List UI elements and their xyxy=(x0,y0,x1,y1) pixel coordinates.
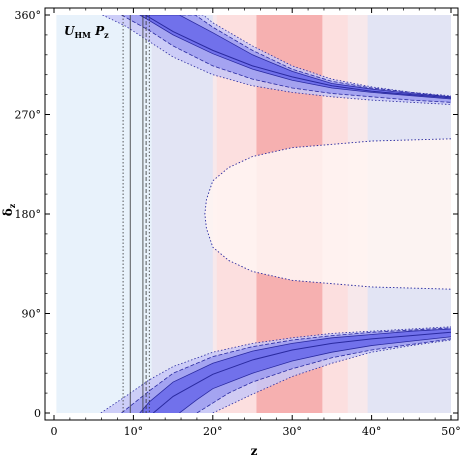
y-tick-label: 0 xyxy=(34,407,41,420)
x-tick-label: 20° xyxy=(203,425,223,438)
panel-label-text: U xyxy=(64,24,76,38)
upper-band-edge xyxy=(139,15,451,100)
x-tick-label: 50° xyxy=(441,425,461,438)
upper-band-edge xyxy=(139,15,451,98)
panel-label-subscript: HM xyxy=(74,30,91,40)
upper-band-edge xyxy=(139,15,451,98)
panel-label-subscript: z xyxy=(104,30,109,40)
y-axis-label: δz xyxy=(1,203,17,216)
y-tick-label: 90° xyxy=(22,308,42,321)
plot-contents xyxy=(45,15,451,413)
panel-label: UHM Pz xyxy=(64,24,109,40)
lower-band-1sigma xyxy=(139,328,451,413)
lower-band-edge xyxy=(196,338,451,413)
x-tick-label: 30° xyxy=(282,425,302,438)
panel-label-text: P xyxy=(91,24,105,38)
y-axis-label-text: δ xyxy=(1,208,15,216)
lower-band-edge xyxy=(100,326,451,413)
x-axis-label: z xyxy=(251,444,258,458)
x-tick-label: 10° xyxy=(124,425,144,438)
lower-central-curve xyxy=(152,331,451,413)
lower-band-edge xyxy=(179,336,451,413)
y-tick-label: 270° xyxy=(15,109,42,122)
x-tick-label: 0 xyxy=(51,425,58,438)
plot-area xyxy=(45,15,451,413)
upper-central-curve xyxy=(145,15,451,99)
lower-band-edge xyxy=(121,327,451,413)
lower-band-edge xyxy=(212,339,451,413)
y-axis-label-subscript: z xyxy=(7,203,17,208)
axes: 0 10° 20° 30° 40° 50° 0 90° 180° 270° 360° xyxy=(15,7,461,438)
lower-band-edge xyxy=(139,328,451,413)
y-tick-label: 360° xyxy=(15,9,42,22)
mid-lobe-boundary xyxy=(204,138,451,290)
y-tick-label: 180° xyxy=(15,208,42,221)
x-tick-label: 40° xyxy=(362,425,382,438)
upper-band-1sigma xyxy=(139,15,451,100)
mid-lobe xyxy=(204,138,451,290)
